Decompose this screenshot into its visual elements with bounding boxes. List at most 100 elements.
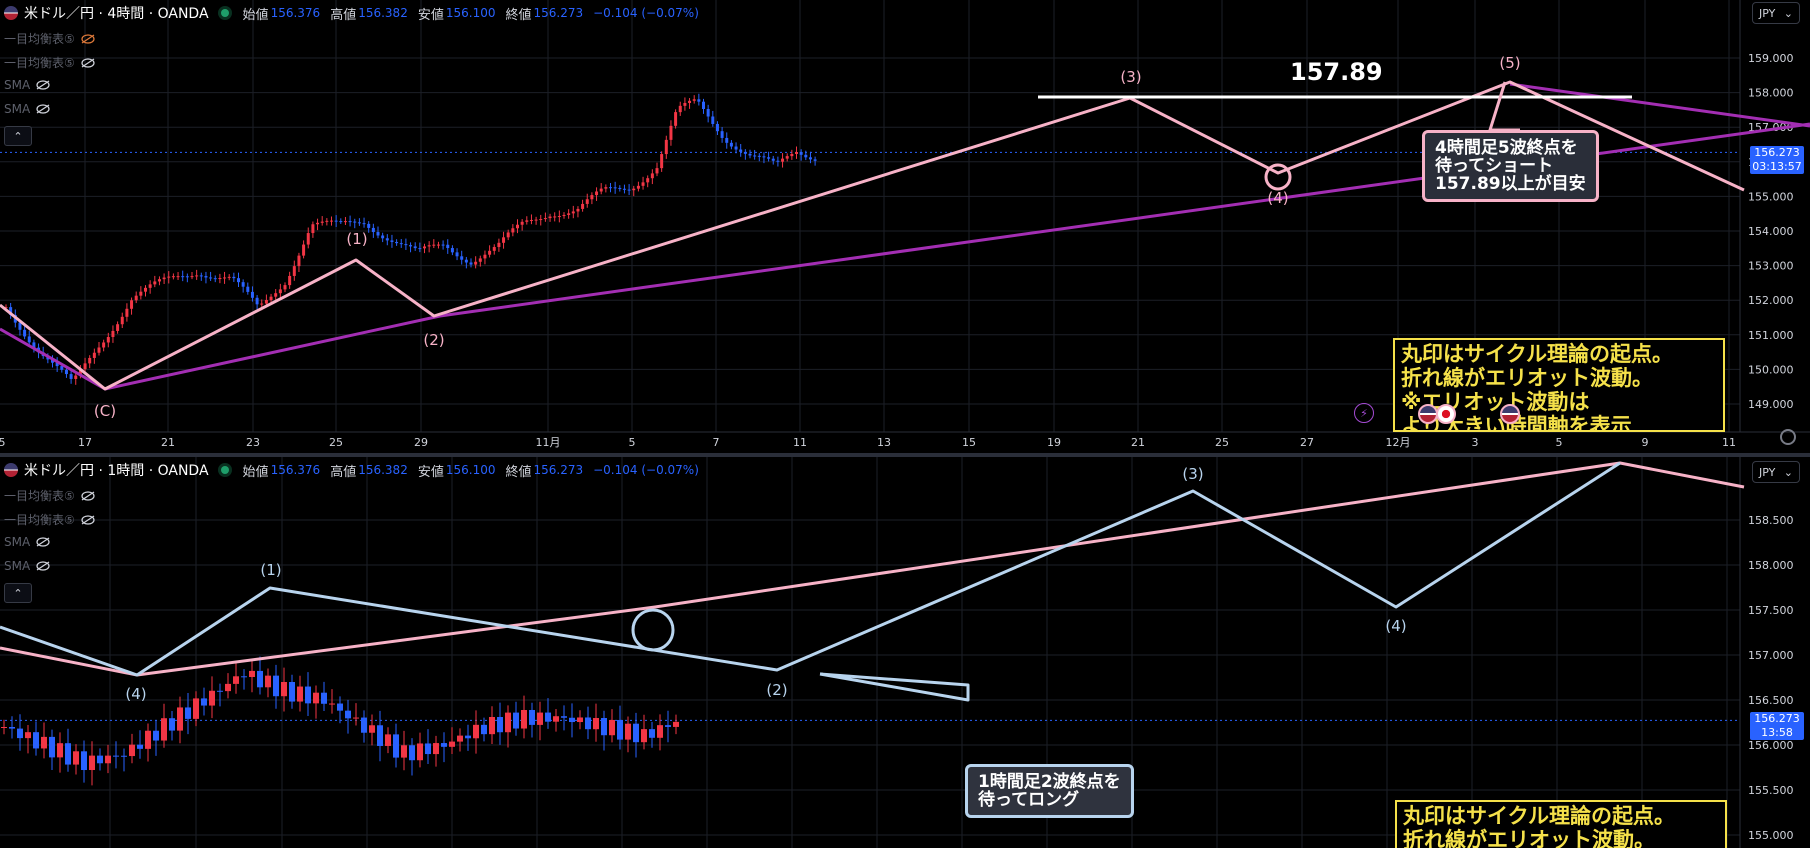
change-value: −0.104 (−0.07%) xyxy=(593,6,699,20)
short-callout: 4時間足5波終点を 待ってショート 157.89以上が目安 xyxy=(1422,130,1599,202)
candle-1h-body xyxy=(377,725,383,746)
candle-4h-body xyxy=(204,276,208,278)
candle-4h-body xyxy=(683,102,687,106)
callout-line: 待ってショート xyxy=(1435,156,1554,176)
candle-4h-body xyxy=(334,220,338,222)
indicator-ichimoku-2[interactable]: 一目均衡表⑤ xyxy=(4,54,95,71)
candle-4h-body xyxy=(646,178,650,183)
candle-4h-body xyxy=(483,254,487,259)
indicator-ichimoku-2[interactable]: 一目均衡表⑤ xyxy=(4,511,95,528)
candle-4h-body xyxy=(506,232,510,238)
candle-4h-body xyxy=(502,237,506,243)
candle-1h-body xyxy=(409,745,415,761)
us-event-icon[interactable] xyxy=(1418,404,1438,424)
candle-1h-body xyxy=(81,751,87,771)
indicator-sma-2[interactable]: SMA xyxy=(4,559,50,573)
candle-1h-body xyxy=(241,676,247,678)
candle-1h-body xyxy=(273,675,279,697)
indicator-sma-1[interactable]: SMA xyxy=(4,535,50,549)
candle-4h-body xyxy=(237,278,240,283)
time-axis-tick: 13 xyxy=(877,436,891,449)
candle-4h-body xyxy=(51,359,54,363)
candle-4h-body xyxy=(92,352,96,358)
candle-1h-body xyxy=(25,732,31,739)
chart-canvas-4h[interactable]: 159.000158.000157.000156.000155.000154.0… xyxy=(0,0,1810,453)
chart-pane-4h[interactable]: 159.000158.000157.000156.000155.000154.0… xyxy=(0,0,1810,453)
candle-4h-body xyxy=(488,250,492,255)
lightning-icon[interactable]: ⚡ xyxy=(1354,403,1374,423)
candle-4h-body xyxy=(711,116,715,124)
candle-1h-body xyxy=(57,743,63,758)
candle-1h-body xyxy=(305,686,311,704)
candle-1h-body xyxy=(481,724,487,735)
settings-gear-icon[interactable] xyxy=(1780,429,1796,445)
eye-hidden-icon[interactable] xyxy=(81,490,95,501)
candle-4h-body xyxy=(218,278,222,280)
us-event-icon[interactable] xyxy=(1500,404,1520,424)
indicator-label: SMA xyxy=(4,559,31,573)
price-axis-tick: 157.500 xyxy=(1748,604,1794,617)
indicator-ichimoku-1[interactable]: 一目均衡表⑤ xyxy=(4,487,95,504)
indicator-sma-2[interactable]: SMA xyxy=(4,102,50,116)
candle-4h-body xyxy=(441,244,445,246)
candle-4h-body xyxy=(595,191,599,196)
time-axis-tick: 25 xyxy=(329,436,343,449)
pane-divider[interactable] xyxy=(0,453,1810,457)
candle-4h-body xyxy=(395,241,399,244)
eye-hidden-icon[interactable] xyxy=(36,561,50,571)
candle-1h-body xyxy=(433,743,439,755)
indicator-label: SMA xyxy=(4,535,31,549)
jp-event-icon[interactable] xyxy=(1436,404,1456,424)
candle-4h-body xyxy=(446,244,450,249)
candle-4h-body xyxy=(715,123,719,132)
chart-pane-1h[interactable]: 158.500 158.000 157.500 157.000 156.500 156.0… xyxy=(0,457,1810,848)
candle-4h-body xyxy=(534,219,538,221)
candle-4h-body xyxy=(729,142,733,147)
candle-4h-body xyxy=(432,244,436,246)
candle-4h-body xyxy=(492,247,496,251)
candle-4h-body xyxy=(753,155,757,157)
candle-4h-body xyxy=(767,157,771,159)
eye-hidden-icon[interactable] xyxy=(36,537,50,547)
candle-4h-body xyxy=(116,324,120,331)
collapse-indicators-button[interactable]: ⌃ xyxy=(4,583,32,603)
indicator-ichimoku-1[interactable]: 一目均衡表⑤ xyxy=(4,30,95,47)
symbol-title[interactable]: 米ドル／円 · 1時間 · OANDA xyxy=(24,463,209,479)
candle-1h-body xyxy=(169,718,175,731)
cycle-start-circle xyxy=(631,608,675,652)
eye-hidden-icon[interactable] xyxy=(36,80,50,90)
candle-4h-body xyxy=(311,224,315,234)
currency-select[interactable]: JPY ⌄ xyxy=(1752,2,1800,24)
eye-hidden-icon[interactable] xyxy=(81,514,95,525)
candle-4h-body xyxy=(562,214,566,217)
candle-1h-body xyxy=(321,692,327,704)
candle-4h-body xyxy=(571,211,575,214)
candle-4h-body xyxy=(348,221,352,223)
candle-4h-body xyxy=(306,233,310,245)
collapse-indicators-button[interactable]: ⌃ xyxy=(4,126,32,146)
candle-4h-body xyxy=(618,187,622,189)
candle-1h-body xyxy=(193,698,199,719)
price-axis-tick: 155.000 xyxy=(1748,829,1794,842)
wave-label: (C) xyxy=(94,402,116,420)
price-axis-tick: 151.000 xyxy=(1748,329,1794,342)
candle-4h-body xyxy=(339,221,343,223)
close-label: 終値 xyxy=(505,464,532,480)
us-flag-icon xyxy=(4,6,18,20)
eye-hidden-icon[interactable] xyxy=(36,104,50,114)
close-label: 終値 xyxy=(505,7,532,23)
low-label: 安値 xyxy=(417,464,444,480)
eye-hidden-icon[interactable] xyxy=(81,57,95,68)
time-axis-tick: 21 xyxy=(161,436,175,449)
currency-select[interactable]: JPY ⌄ xyxy=(1752,461,1800,483)
chart-canvas-1h[interactable]: 158.500 158.000 157.500 157.000 156.500 156.0… xyxy=(0,457,1810,848)
indicator-sma-1[interactable]: SMA xyxy=(4,78,50,92)
candle-4h-body xyxy=(604,187,608,189)
symbol-title[interactable]: 米ドル／円 · 4時間 · OANDA xyxy=(24,6,209,22)
eye-hidden-icon[interactable] xyxy=(81,33,95,44)
wave-label: (3) xyxy=(1120,68,1141,86)
candle-1h-body xyxy=(121,755,127,757)
close-value: 156.273 xyxy=(533,463,584,477)
chevron-down-icon: ⌄ xyxy=(1783,465,1793,479)
candle-4h-body xyxy=(697,99,701,102)
